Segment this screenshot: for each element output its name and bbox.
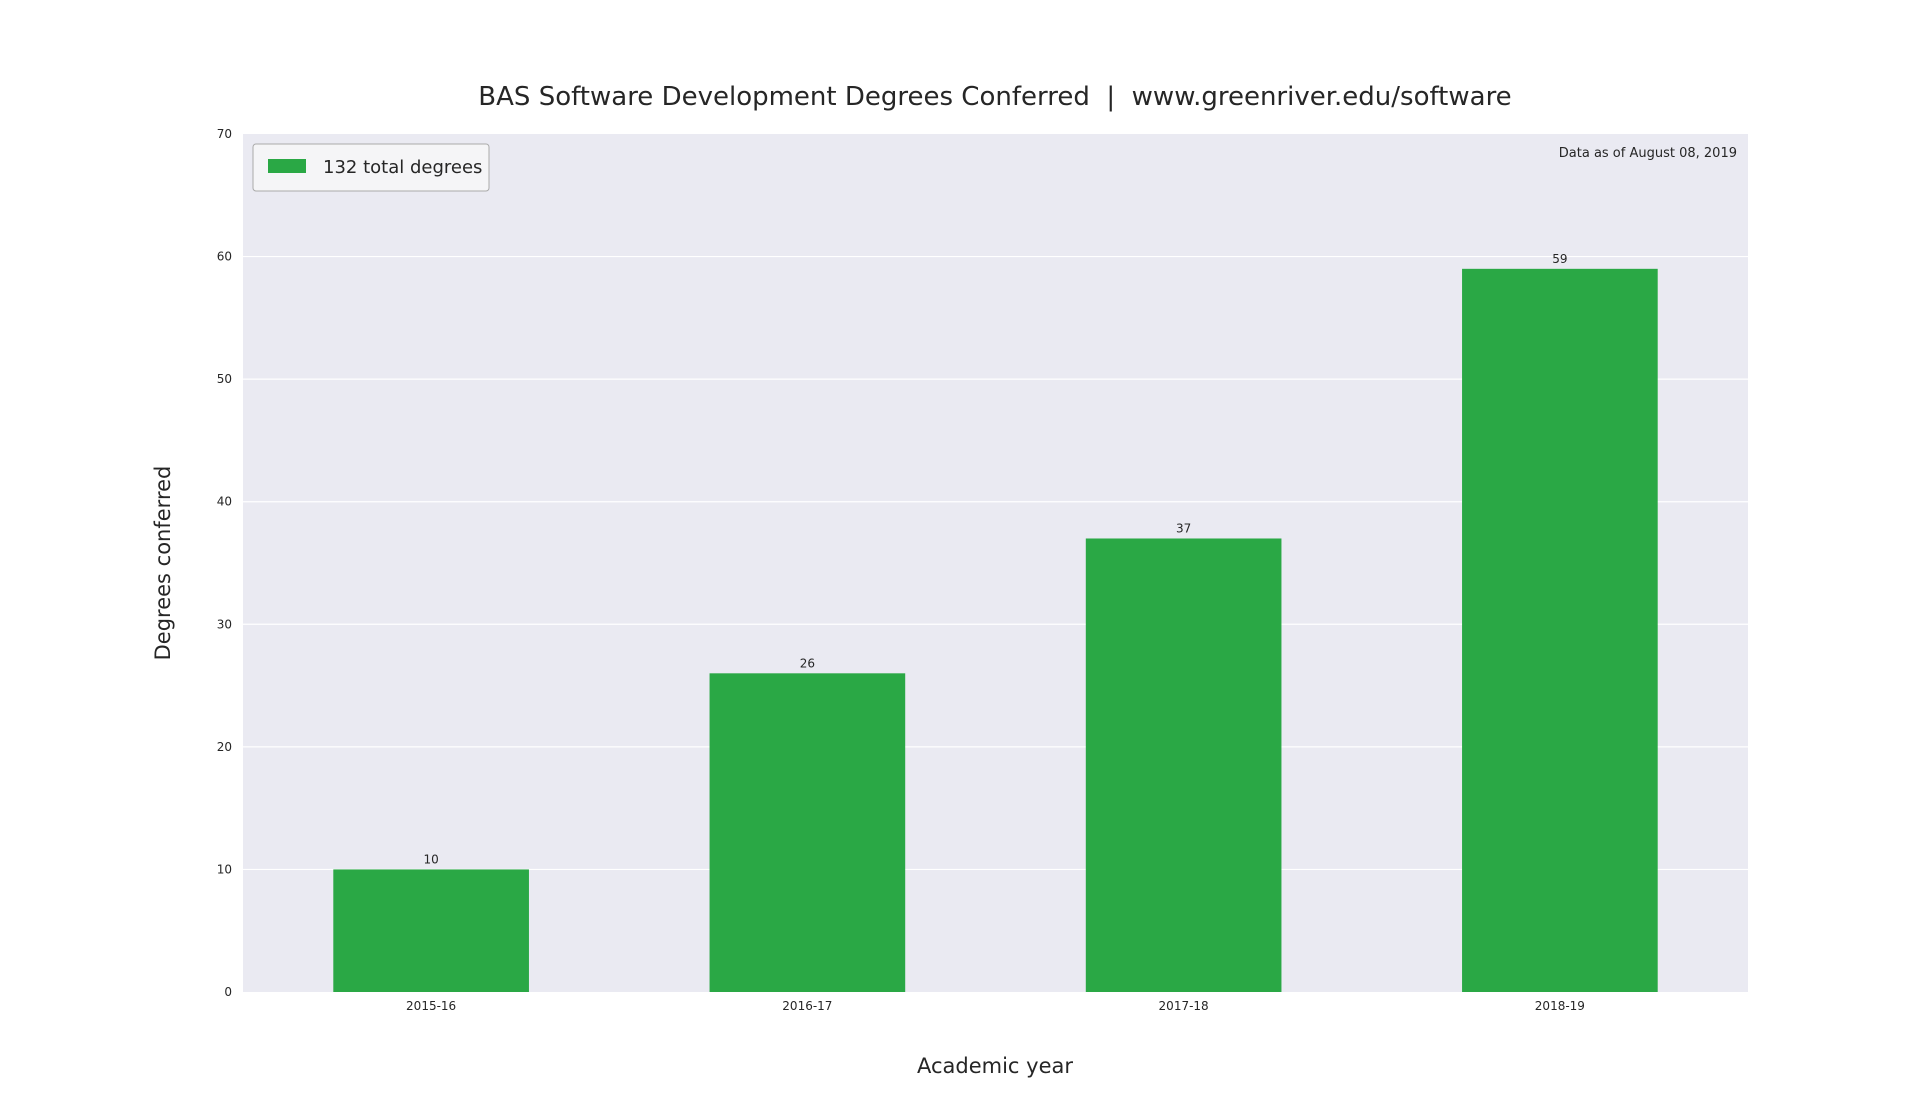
x-tick-label: 2017-18 xyxy=(1159,999,1209,1013)
y-tick-label: 60 xyxy=(217,250,232,264)
bar-2017-18 xyxy=(1085,538,1282,992)
y-tick-labels: 0 10 20 30 40 50 60 70 xyxy=(217,127,232,999)
bars xyxy=(333,268,1658,992)
bar-2015-16 xyxy=(333,869,529,992)
x-tick-label: 2015-16 xyxy=(406,999,456,1013)
y-tick-label: 20 xyxy=(217,740,232,754)
bar-value-label: 59 xyxy=(1552,252,1567,266)
x-tick-label: 2016-17 xyxy=(782,999,832,1013)
x-tick-labels: 2015-16 2016-17 2017-18 2018-19 xyxy=(406,999,1585,1013)
x-axis-label: Academic year xyxy=(917,1054,1073,1078)
bar-value-label: 26 xyxy=(800,656,815,670)
chart-title: BAS Software Development Degrees Conferr… xyxy=(478,82,1511,112)
y-axis-label: Degrees conferred xyxy=(151,466,175,661)
x-tick-label: 2018-19 xyxy=(1535,999,1585,1013)
bar-value-label: 10 xyxy=(423,852,438,866)
y-tick-label: 10 xyxy=(217,862,232,876)
bar-2018-19 xyxy=(1462,268,1658,992)
y-tick-label: 70 xyxy=(217,127,232,141)
y-tick-label: 40 xyxy=(217,495,232,509)
y-tick-label: 0 xyxy=(224,985,232,999)
legend-box xyxy=(252,143,490,192)
bar-2016-17 xyxy=(709,673,906,992)
legend: 132 total degrees xyxy=(252,143,490,192)
legend-swatch xyxy=(268,159,306,173)
bar-value-label: 37 xyxy=(1176,521,1191,535)
data-date-annotation: Data as of August 08, 2019 xyxy=(1559,146,1737,161)
bar-value-labels: 10 26 37 59 xyxy=(423,252,1567,867)
y-tick-label: 50 xyxy=(217,372,232,386)
legend-label: 132 total degrees xyxy=(323,157,482,178)
y-tick-label: 30 xyxy=(217,617,232,631)
